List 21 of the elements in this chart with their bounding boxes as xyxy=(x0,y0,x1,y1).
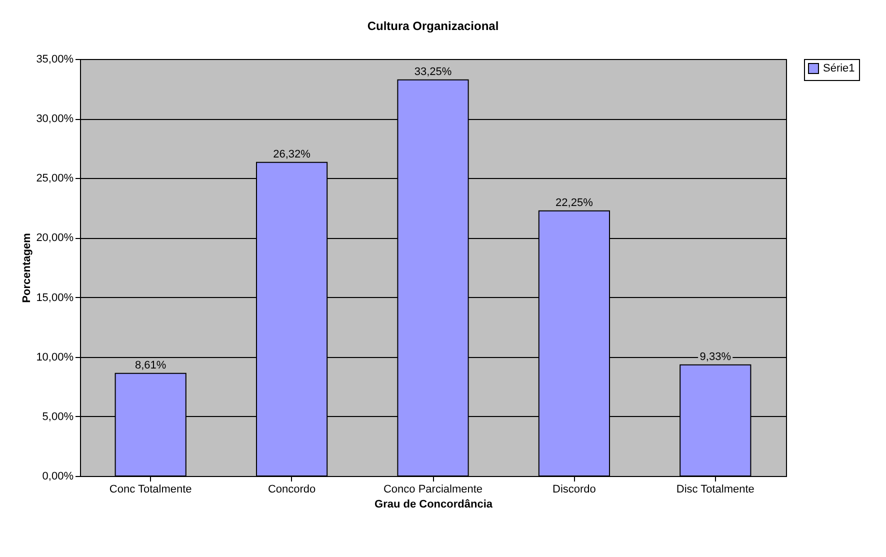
y-tick-label: 5,00% xyxy=(42,410,74,423)
x-axis-title: Grau de Concordância xyxy=(374,498,494,510)
y-tick-label: 30,00% xyxy=(36,113,74,126)
x-tick-label: Discordo xyxy=(552,484,596,496)
data-label: 8,61% xyxy=(135,359,166,372)
x-tick-label: Concordo xyxy=(268,484,316,496)
y-tick-label: 15,00% xyxy=(36,292,74,304)
x-tick-label: Conc Totalmente xyxy=(109,484,192,496)
data-label: 22,25% xyxy=(556,196,594,209)
y-axis-title: Porcentagem xyxy=(21,232,34,303)
legend-label: Série1 xyxy=(823,62,855,74)
y-tick-label: 25,00% xyxy=(36,172,74,185)
data-label: 26,32% xyxy=(273,148,311,160)
chart-title: Cultura Organizacional xyxy=(367,19,499,33)
y-tick-label: 20,00% xyxy=(36,232,74,244)
y-tick-label: 35,00% xyxy=(36,54,74,66)
data-label: 33,25% xyxy=(414,66,452,78)
x-tick-label: Conco Parcialmente xyxy=(383,484,483,496)
y-tick-label: 0,00% xyxy=(42,470,74,482)
y-tick-label: 10,00% xyxy=(36,351,74,364)
x-tick-label: Disc Totalmente xyxy=(676,484,754,496)
